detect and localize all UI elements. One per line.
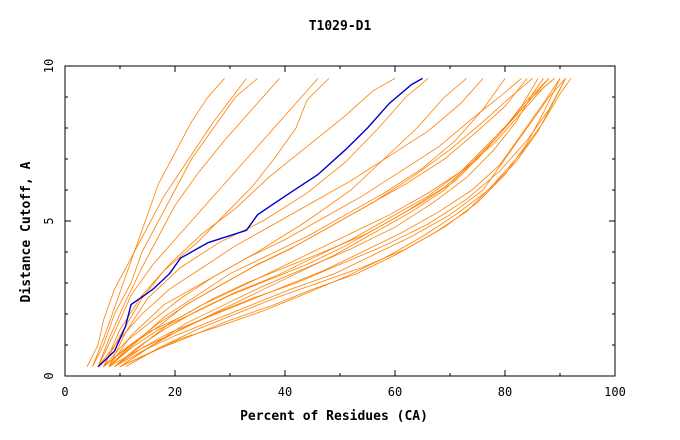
chart-title: T1029-D1 <box>309 19 372 34</box>
series-line-25 <box>97 78 484 367</box>
series-line-10 <box>103 78 550 368</box>
series-line-22 <box>103 78 533 368</box>
x-tick-label-2: 40 <box>278 385 292 399</box>
ticks-layer: 0 20 40 60 80 100 0 5 10 <box>42 59 626 399</box>
series-line-2 <box>92 78 225 367</box>
series-line-1 <box>86 78 247 367</box>
series-line-5 <box>97 78 319 367</box>
x-tick-label-0: 0 <box>61 385 68 399</box>
series-line-3 <box>92 78 258 367</box>
x-tick-label-4: 80 <box>498 385 512 399</box>
x-tick-label-3: 60 <box>388 385 402 399</box>
y-tick-label-0: 0 <box>42 372 56 379</box>
series-line-14 <box>114 78 566 368</box>
series-line-12 <box>108 78 561 368</box>
series-line-23 <box>108 78 506 367</box>
x-tick-label-1: 20 <box>168 385 182 399</box>
series-line-15 <box>119 78 539 368</box>
y-tick-label-1: 5 <box>42 217 56 224</box>
series-line-9 <box>108 78 467 367</box>
series-line-19 <box>114 78 555 368</box>
series-layer <box>86 77 572 368</box>
series-line-4 <box>97 78 280 367</box>
series-line-7 <box>103 78 396 367</box>
series-line-18 <box>103 78 522 367</box>
series-line-8 <box>108 78 429 367</box>
x-axis-label: Percent of Residues (CA) <box>240 409 428 424</box>
series-line-24 <box>114 78 566 368</box>
y-axis-label: Distance Cutoff, A <box>19 161 34 302</box>
x-tick-label-5: 100 <box>604 385 626 399</box>
series-line-20 <box>125 78 561 368</box>
y-tick-label-2: 10 <box>42 59 56 73</box>
series-line-16 <box>119 78 572 368</box>
series-line-21 <box>119 78 566 368</box>
series-line-6 <box>103 78 330 367</box>
highlight-series-line <box>97 77 423 368</box>
series-line-26 <box>119 78 544 368</box>
